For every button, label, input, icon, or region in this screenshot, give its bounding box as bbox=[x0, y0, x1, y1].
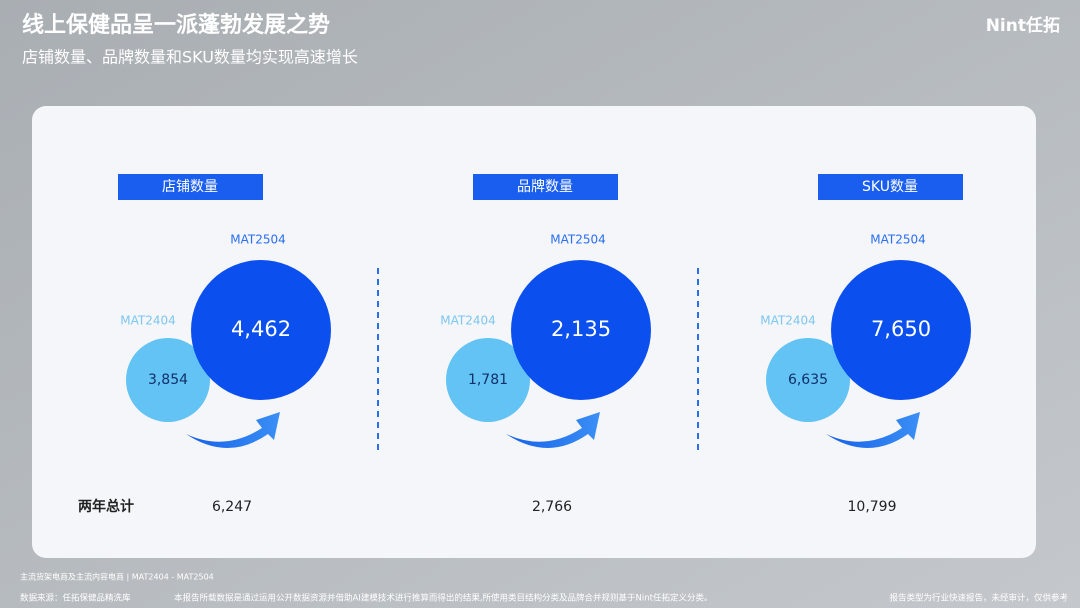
logo: Nint任拓 bbox=[986, 15, 1060, 36]
current-bubble bbox=[511, 260, 651, 400]
footer-scope: 主流货架电商及主流内容电商 | MAT2404 - MAT2504 bbox=[20, 572, 214, 582]
panel-label: 品牌数量 bbox=[517, 178, 573, 195]
growth-arrow bbox=[506, 412, 600, 448]
previous-bubble bbox=[126, 338, 210, 422]
current-value: 2,135 bbox=[551, 317, 611, 341]
panel-label: SKU数量 bbox=[862, 179, 918, 195]
previous-period: MAT2404 bbox=[120, 314, 176, 328]
label-box bbox=[818, 174, 963, 200]
footer-disclaimer: 本报告所载数据是通过运用公开数据资源并借助AI建模技术进行推算而得出的结果,所使… bbox=[174, 593, 712, 604]
previous-period: MAT2404 bbox=[760, 314, 816, 328]
title: 线上保健品呈一派蓬勃发展之势 bbox=[22, 12, 330, 38]
current-bubble bbox=[191, 260, 331, 400]
previous-period: MAT2404 bbox=[440, 314, 496, 328]
growth-arrow bbox=[186, 412, 280, 448]
total-value: 6,247 bbox=[212, 499, 252, 515]
footer-source: 数据来源：任拓保健品精洗库 bbox=[20, 593, 131, 604]
subtitle: 店铺数量、品牌数量和SKU数量均实现高速增长 bbox=[22, 48, 358, 67]
current-period: MAT2504 bbox=[550, 233, 606, 247]
total-value: 2,766 bbox=[532, 499, 572, 515]
current-period: MAT2504 bbox=[230, 233, 286, 247]
current-period: MAT2504 bbox=[870, 233, 926, 247]
footer-note: 报告类型为行业快速报告，未经审计，仅供参考 bbox=[889, 593, 1068, 604]
previous-value: 3,854 bbox=[148, 372, 188, 388]
total-value: 10,799 bbox=[848, 499, 897, 515]
current-value: 7,650 bbox=[871, 317, 931, 341]
previous-value: 1,781 bbox=[468, 372, 508, 388]
growth-arrow bbox=[826, 412, 920, 448]
panel-label: 店铺数量 bbox=[162, 179, 218, 195]
total-label: 两年总计 bbox=[78, 498, 134, 515]
previous-value: 6,635 bbox=[788, 372, 828, 388]
current-value: 4,462 bbox=[231, 317, 291, 341]
label-box bbox=[118, 174, 263, 200]
previous-bubble bbox=[766, 338, 850, 422]
current-bubble bbox=[831, 260, 971, 400]
label-box bbox=[473, 174, 618, 200]
previous-bubble bbox=[446, 338, 530, 422]
